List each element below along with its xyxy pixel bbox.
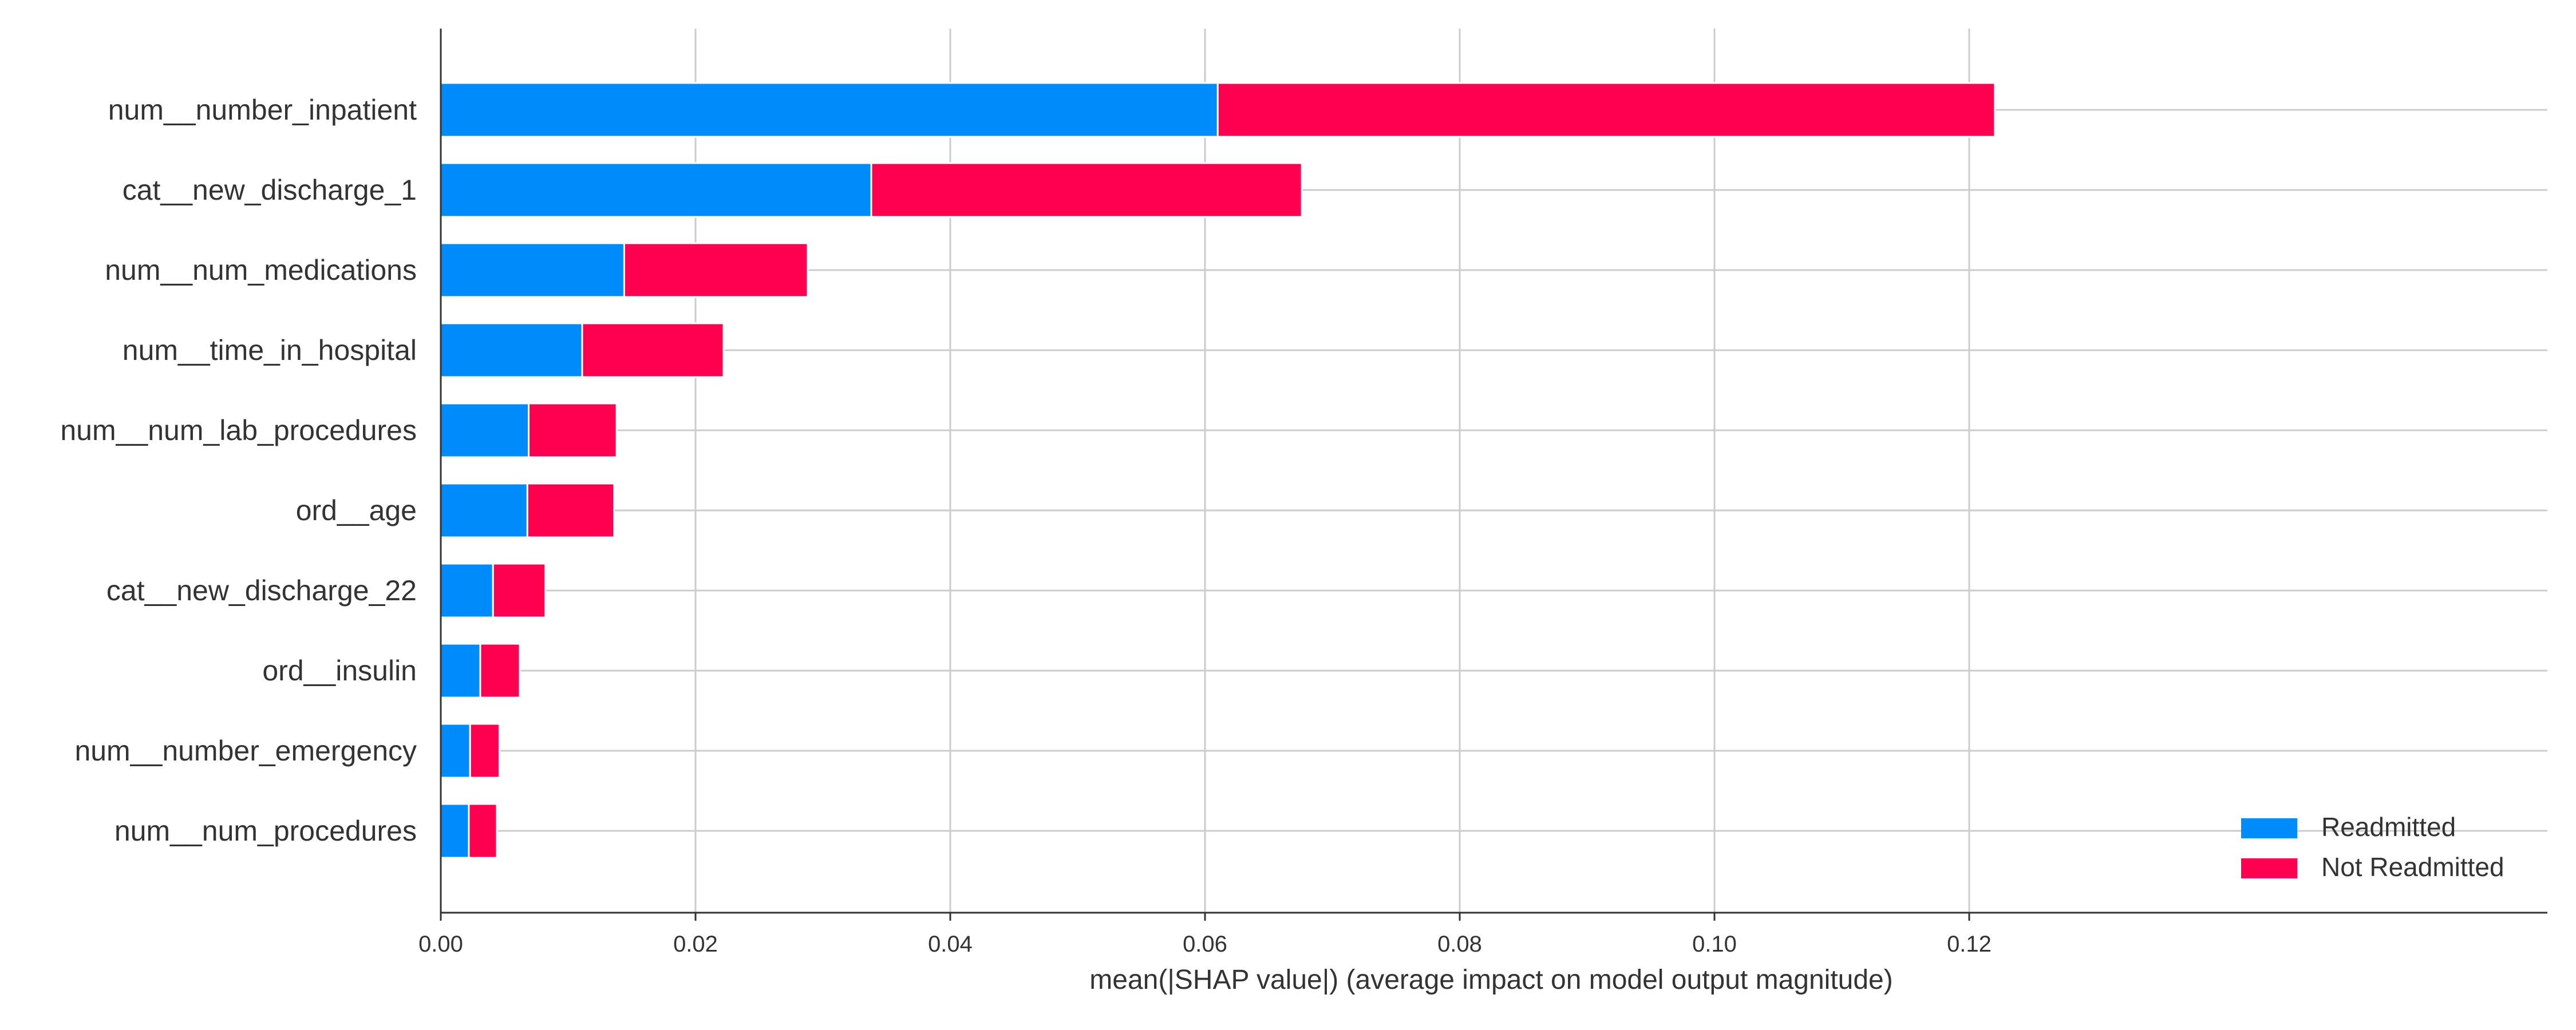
y-tick-label: num__num_medications xyxy=(105,254,417,286)
y-tick-label: cat__new_discharge_22 xyxy=(106,575,417,607)
legend-swatch xyxy=(2241,818,2297,838)
bar-readmitted xyxy=(440,402,530,458)
y-tick-label: ord__insulin xyxy=(262,655,417,687)
bar-layer xyxy=(440,82,1996,859)
bar-not-readmitted xyxy=(1216,82,1996,138)
x-tick-label: 0.06 xyxy=(1183,932,1227,957)
y-tick-label: ord__age xyxy=(296,494,417,526)
legend: Readmitted Not Readmitted xyxy=(2241,812,2504,882)
bar-readmitted xyxy=(440,482,528,538)
bar-not-readmitted xyxy=(870,162,1303,218)
bar-not-readmitted xyxy=(581,322,725,378)
bar-not-readmitted xyxy=(468,803,498,859)
legend-label: Readmitted xyxy=(2321,812,2456,842)
y-tick-label: cat__new_discharge_1 xyxy=(123,174,417,206)
bar-readmitted xyxy=(440,723,471,779)
bar-readmitted xyxy=(440,322,583,378)
grid-layer xyxy=(440,29,2547,913)
bar-not-readmitted xyxy=(623,242,809,298)
y-tick-label: num__number_inpatient xyxy=(108,94,417,126)
bar-not-readmitted xyxy=(479,643,521,699)
bar-readmitted xyxy=(440,162,872,218)
bar-readmitted xyxy=(440,242,625,298)
label-layer: 0.00 0.02 0.04 0.06 0.08 0.10 0.12 num__number_… xyxy=(60,94,1992,957)
bar-not-readmitted xyxy=(528,402,618,458)
y-tick-label: num__num_procedures xyxy=(114,815,417,847)
x-tick-label: 0.04 xyxy=(928,932,973,957)
legend-swatch xyxy=(2241,858,2297,878)
x-tick-label: 0.10 xyxy=(1692,932,1737,957)
bar-readmitted xyxy=(440,643,481,699)
x-tick-label: 0.00 xyxy=(418,932,463,957)
x-axis-title: mean(|SHAP value|) (average impact on mo… xyxy=(1089,965,1893,995)
legend-label: Not Readmitted xyxy=(2321,852,2504,882)
y-tick-label: num__num_lab_procedures xyxy=(60,414,417,446)
bar-not-readmitted xyxy=(469,723,500,779)
y-tick-label: num__time_in_hospital xyxy=(123,334,417,366)
bar-readmitted xyxy=(440,803,470,859)
x-tick-label: 0.12 xyxy=(1947,932,1992,957)
bar-readmitted xyxy=(440,562,494,619)
y-tick-label: num__number_emergency xyxy=(74,735,417,767)
axis-layer xyxy=(440,29,2547,921)
bar-not-readmitted xyxy=(492,562,546,619)
x-tick-label: 0.02 xyxy=(673,932,718,957)
bar-not-readmitted xyxy=(526,482,615,538)
x-tick-label: 0.08 xyxy=(1437,932,1482,957)
bar-readmitted xyxy=(440,82,1219,138)
